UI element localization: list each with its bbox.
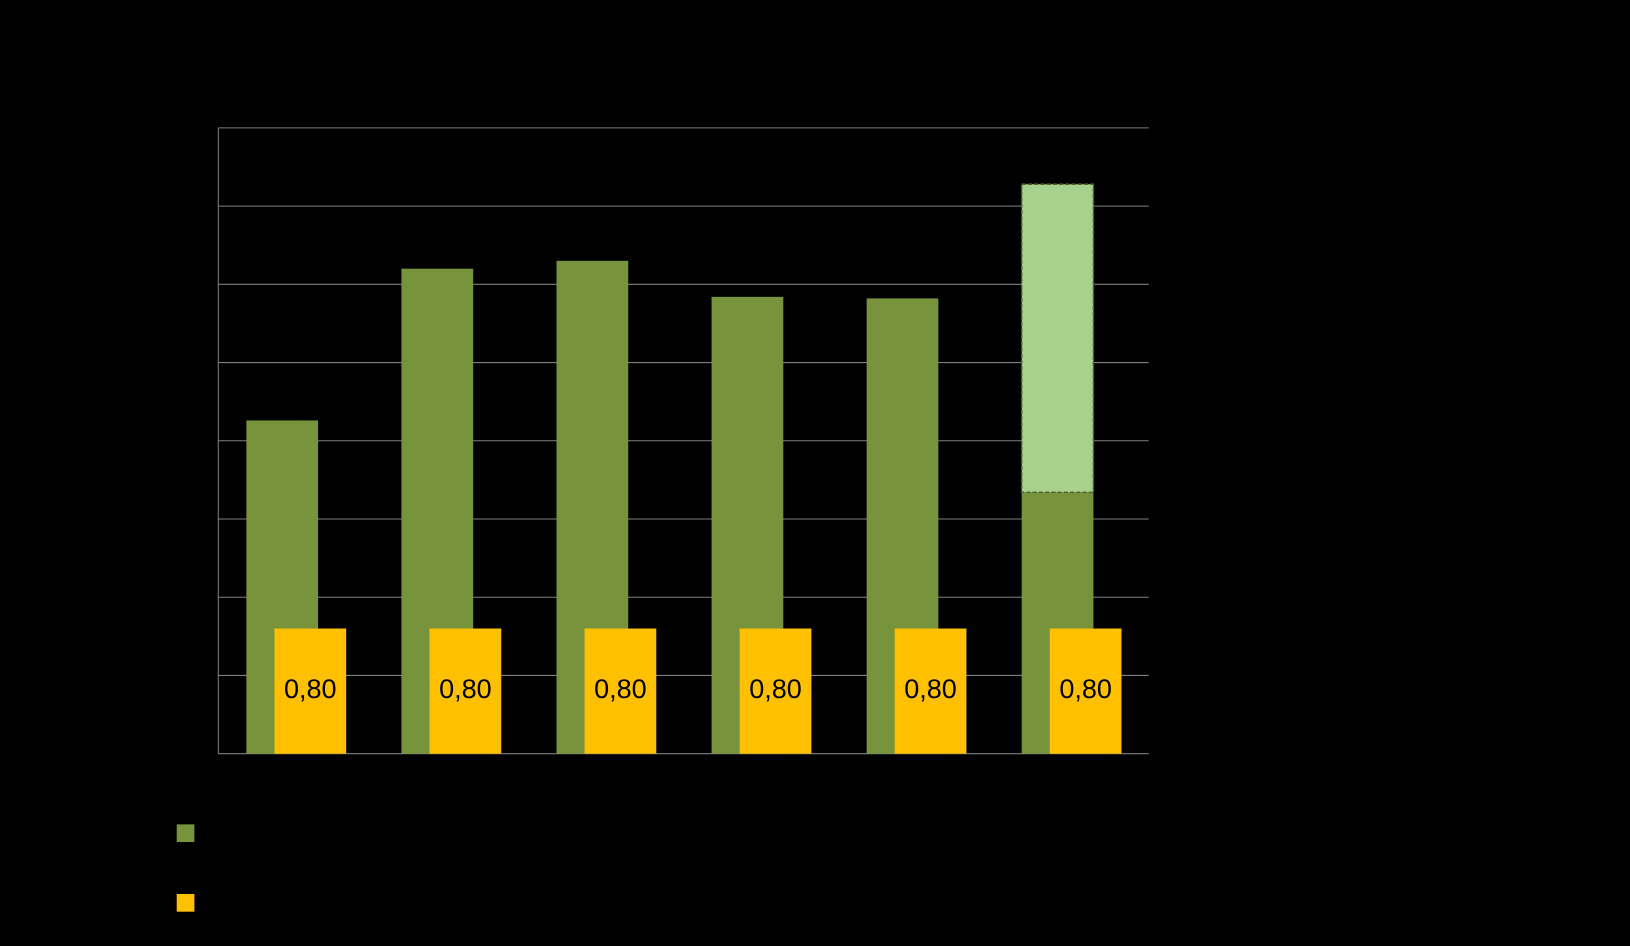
y-tick-label: 0	[196, 741, 208, 764]
y-tick-label: 4	[196, 115, 208, 138]
data-label: 0,80	[749, 674, 802, 704]
bar	[429, 628, 502, 754]
bar	[894, 628, 967, 754]
y-tick-label: 3.5	[179, 194, 208, 217]
bar-segment	[1020, 183, 1095, 494]
y-tick-label: 3	[196, 272, 208, 295]
y-tick-label: 2.5	[179, 350, 208, 373]
y-tick-label: 2	[196, 428, 208, 451]
legend-swatch	[176, 894, 195, 912]
data-label: 0,80	[904, 674, 957, 704]
data-label: 0,80	[594, 674, 647, 704]
data-label: 0,80	[439, 674, 492, 704]
legend-swatch	[176, 824, 195, 843]
bar	[584, 628, 657, 754]
y-tick-label: 1	[196, 585, 208, 608]
bar	[739, 628, 812, 754]
bar	[274, 628, 347, 754]
data-label: 0,80	[1059, 674, 1112, 704]
bar	[1049, 628, 1122, 754]
y-tick-label: 1.5	[179, 506, 208, 529]
data-label: 0,80	[284, 674, 337, 704]
y-tick-label: 0.5	[179, 663, 208, 686]
